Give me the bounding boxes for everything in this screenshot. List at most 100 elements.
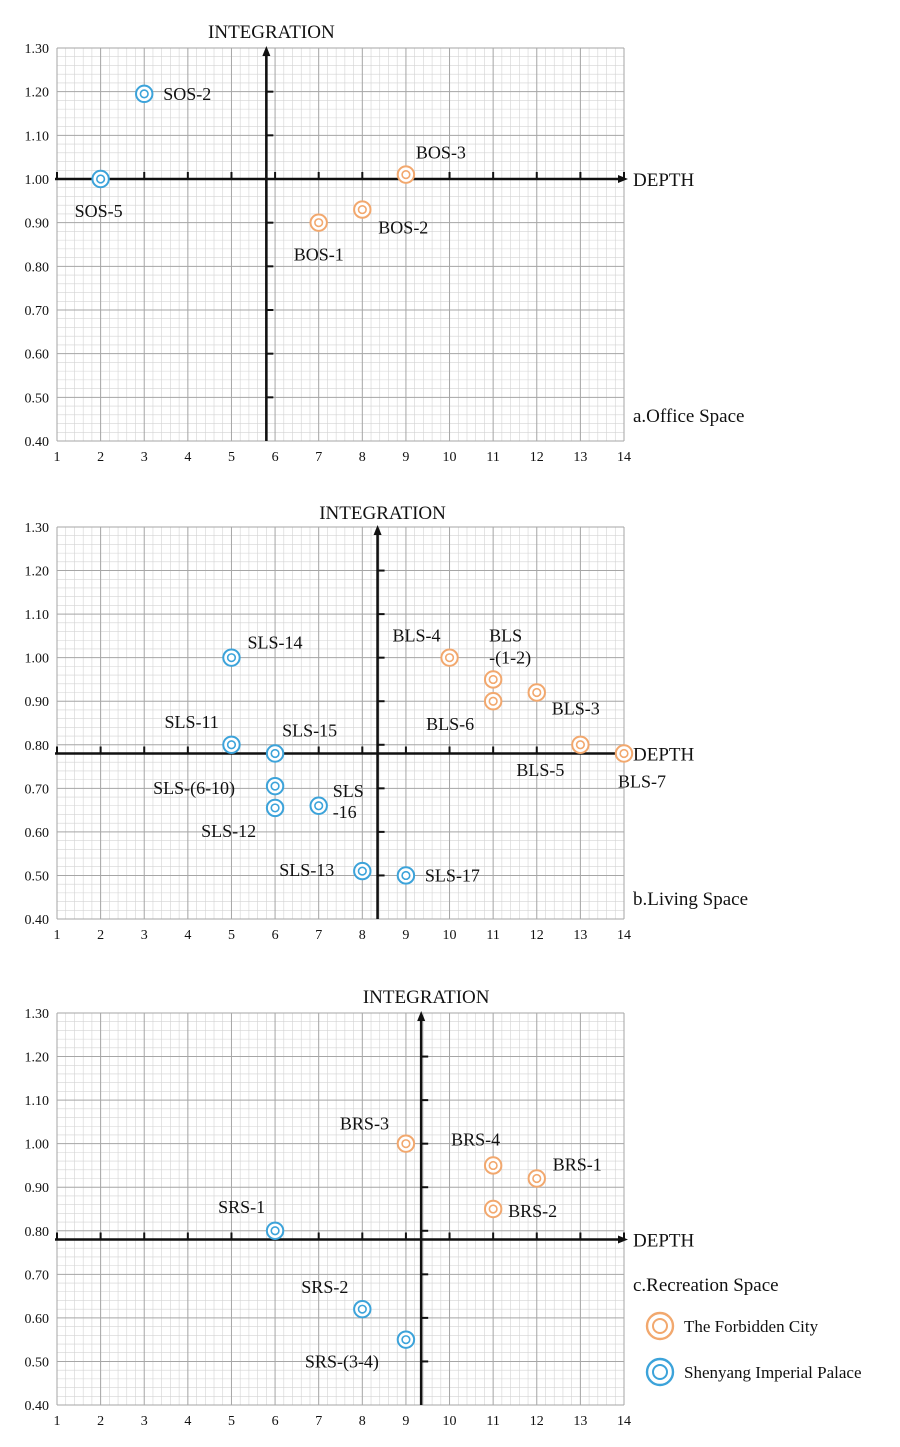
x-tick-label: 10 <box>443 1414 457 1429</box>
x-tick-label: 13 <box>573 450 587 465</box>
legend-item: The Forbidden City <box>645 1311 819 1341</box>
point-marker-inner <box>401 1335 411 1345</box>
panel-caption: a.Office Space <box>633 406 744 427</box>
point-marker-inner <box>226 653 237 663</box>
point-marker-outer <box>571 735 590 754</box>
point-marker-inner <box>401 870 411 881</box>
data-point <box>91 169 110 189</box>
point-marker-inner <box>270 1226 280 1236</box>
legend-label: The Forbidden City <box>684 1317 819 1336</box>
x-tick-label: 10 <box>443 450 457 465</box>
data-point <box>222 735 241 754</box>
point-marker-outer <box>527 1169 546 1188</box>
y-tick-label: 0.40 <box>25 913 50 928</box>
point-marker-outer <box>614 744 634 763</box>
y-tick-label: 0.60 <box>25 826 50 841</box>
point-marker-inner <box>314 801 324 811</box>
x-tick-label: 9 <box>402 1414 409 1429</box>
data-point <box>396 1330 416 1349</box>
point-label: BOS-3 <box>416 143 466 163</box>
y-tick-label: 0.50 <box>25 869 50 884</box>
x-tick-label: 7 <box>315 450 322 465</box>
x-tick-label: 5 <box>228 450 235 465</box>
data-point <box>614 744 634 763</box>
point-marker-outer <box>353 861 372 881</box>
x-tick-label: 12 <box>530 1414 544 1429</box>
point-label: BOS-2 <box>378 218 428 238</box>
x-tick-label: 6 <box>272 1414 279 1429</box>
data-point <box>309 213 328 232</box>
y-tick-label: 0.50 <box>25 1355 50 1370</box>
series-forbidden: BLS-4 BLS -(1-2) BLS-6 BLS-3 BLS-5 BLS-7 <box>393 625 666 791</box>
point-marker-inner <box>226 740 237 750</box>
x-tick-label: 1 <box>54 450 61 465</box>
point-label: SLS-(6-10) <box>153 778 235 799</box>
series-forbidden: BOS-1 BOS-2 BOS-3 <box>294 143 466 265</box>
data-point <box>309 796 328 815</box>
y-tick-label: 0.90 <box>25 695 50 710</box>
x-tick-label: 1 <box>54 1414 61 1429</box>
point-label: SOS-2 <box>163 84 211 104</box>
y-axis-title: INTEGRATION <box>363 987 490 1008</box>
y-tick-label: 0.90 <box>25 217 50 232</box>
point-marker-outer <box>527 683 546 702</box>
point-label: BOS-1 <box>294 245 344 265</box>
point-marker-outer <box>91 169 110 189</box>
chart-panel-3: 1 2 3 4 5 6 7 8 9 10 11 12 13 140.400.500.600.700.800… <box>25 987 779 1429</box>
y-axis-arrow <box>373 525 382 535</box>
data-point <box>396 1134 416 1153</box>
data-point <box>396 866 416 885</box>
point-marker-outer <box>309 213 328 232</box>
x-tick-label: 4 <box>184 450 191 465</box>
x-tick-label: 6 <box>272 450 279 465</box>
x-tick-label: 8 <box>359 450 366 465</box>
series-forbidden: BRS-3 BRS-4 BRS-1 BRS-2 <box>340 1114 602 1221</box>
axes <box>55 54 620 441</box>
data-point <box>353 1299 372 1319</box>
point-marker-inner <box>575 740 585 750</box>
point-label: BLS-7 <box>618 771 666 791</box>
x-tick-label: 11 <box>486 928 499 943</box>
x-tick-label: 5 <box>228 1414 235 1429</box>
point-marker-inner <box>357 1304 367 1314</box>
point-label: SLS-11 <box>164 712 218 732</box>
panel-caption: c.Recreation Space <box>633 1275 779 1296</box>
point-marker-inner <box>488 696 498 706</box>
x-tick-label: 4 <box>184 1414 191 1429</box>
y-axis-title: INTEGRATION <box>208 22 335 43</box>
point-label: SLS-12 <box>201 821 256 841</box>
data-point <box>265 798 285 818</box>
x-tick-label: 12 <box>530 450 544 465</box>
point-label: BLS-6 <box>426 714 474 734</box>
point-marker-inner <box>488 1160 498 1171</box>
axis-ticks <box>56 90 625 399</box>
y-tick-label: 1.20 <box>25 86 50 101</box>
panel-caption: b.Living Space <box>633 889 748 910</box>
y-tick-label: 1.10 <box>25 1094 50 1109</box>
x-axis-title: DEPTH <box>633 744 695 765</box>
point-marker-inner <box>532 1173 542 1184</box>
point-label: BRS-3 <box>340 1114 389 1134</box>
point-marker-outer <box>396 1134 416 1153</box>
data-point <box>483 1156 503 1175</box>
point-label: SRS-1 <box>218 1197 265 1217</box>
point-label: BRS-4 <box>451 1129 500 1149</box>
x-axis-title: DEPTH <box>633 1230 695 1251</box>
data-point <box>527 1169 546 1188</box>
point-label: SOS-5 <box>75 201 123 221</box>
data-point <box>527 683 546 702</box>
point-marker-outer <box>483 670 503 689</box>
point-label-line: SLS <box>333 781 364 801</box>
point-label: SLS-13 <box>279 860 334 880</box>
y-tick-label: 1.30 <box>25 1007 50 1022</box>
point-marker-outer <box>222 735 241 754</box>
axes <box>55 1019 620 1405</box>
point-marker-outer <box>265 1221 285 1240</box>
y-tick-label: 0.40 <box>25 435 50 450</box>
y-axis-arrow <box>417 1011 426 1021</box>
y-tick-label: 0.80 <box>25 1225 50 1240</box>
series-shenyang: SLS-14 SLS-11 SLS-15 SLS-(6-10) SLS-12 SLS -16… <box>153 633 480 886</box>
point-label-line: BLS <box>489 625 522 645</box>
legend-marker-outer <box>645 1311 675 1341</box>
legend-marker-outer <box>645 1357 675 1387</box>
